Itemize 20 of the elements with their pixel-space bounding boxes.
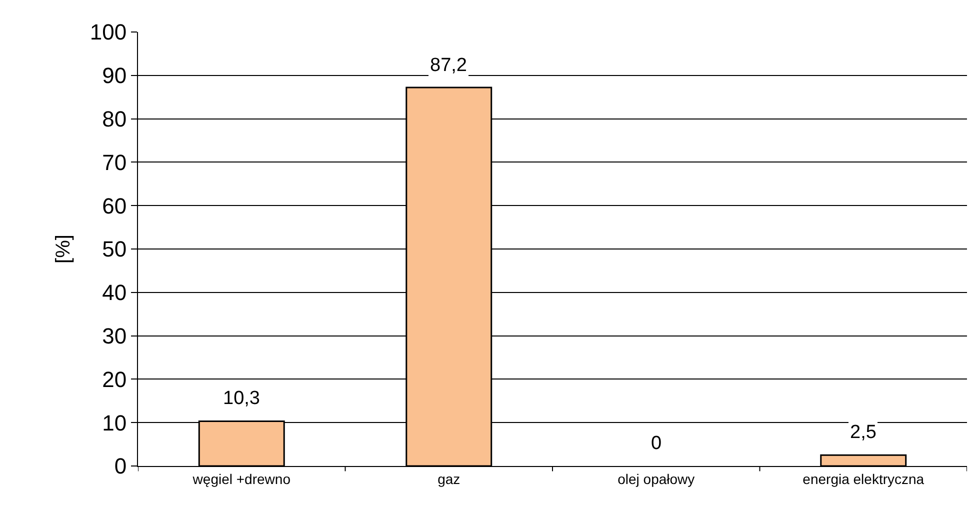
data-label: 2,5 <box>850 422 876 443</box>
y-tick-label: 40 <box>102 280 127 306</box>
y-tick-label: 80 <box>102 106 127 132</box>
y-tick-label: 60 <box>102 193 127 218</box>
data-label: 10,3 <box>223 388 260 409</box>
y-axis-title: [%] <box>52 234 74 264</box>
x-tick-label: węgiel +drewno <box>192 470 291 487</box>
y-tick-label: 90 <box>102 63 127 88</box>
y-tick-label: 100 <box>90 20 127 45</box>
x-tick-label: olej opałowy <box>618 470 695 487</box>
x-tick-label: gaz <box>438 470 460 487</box>
x-tick-label: energia elektryczna <box>802 470 924 487</box>
data-label: 0 <box>651 433 662 454</box>
y-tick-label: 20 <box>102 366 127 392</box>
y-tick-label: 50 <box>102 236 127 262</box>
y-tick-label: 30 <box>102 324 127 348</box>
y-tick-label: 70 <box>102 150 127 175</box>
y-tick-label: 10 <box>102 410 127 436</box>
y-tick-label: 0 <box>114 454 127 479</box>
data-label: 87,2 <box>430 55 467 76</box>
